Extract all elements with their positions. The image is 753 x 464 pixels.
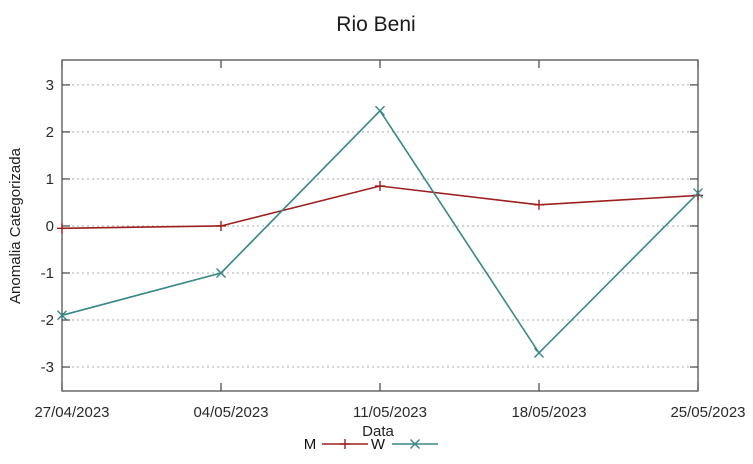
- x-tick-label: 11/05/2023: [353, 404, 427, 421]
- legend-sample-w-line: [392, 439, 438, 449]
- legend-label-w: W: [371, 436, 386, 453]
- y-tick-label: -2: [41, 312, 54, 329]
- x-tick-label: 25/05/2023: [670, 404, 745, 421]
- plot-area: -3 -2 -1 0 1 2 3 27/04/2023 04/05/2023 11/05/2023…: [34, 59, 746, 421]
- y-tick-label: -3: [41, 359, 54, 376]
- legend: M W: [304, 436, 438, 453]
- y-tick-label: 0: [46, 218, 54, 235]
- x-tick-label: 27/04/2023: [34, 404, 109, 421]
- y-tick-label: 1: [46, 171, 54, 188]
- series-m-line: [61, 185, 699, 230]
- legend-label-m: M: [304, 436, 317, 453]
- x-tick-label: 04/05/2023: [193, 404, 268, 421]
- series-w-line: [61, 109, 699, 355]
- chart-title: Rio Beni: [336, 13, 415, 36]
- y-tick-label: 2: [46, 124, 54, 141]
- legend-sample-m-line: [322, 439, 368, 449]
- y-tick-label: -1: [41, 265, 54, 282]
- x-axis-label: Data: [362, 423, 394, 440]
- x-tick-label: 18/05/2023: [511, 404, 586, 421]
- y-tick-label: 3: [46, 77, 54, 94]
- series-w-markers: [57, 105, 703, 358]
- y-axis-label: Anomalia Categorizada: [7, 147, 24, 304]
